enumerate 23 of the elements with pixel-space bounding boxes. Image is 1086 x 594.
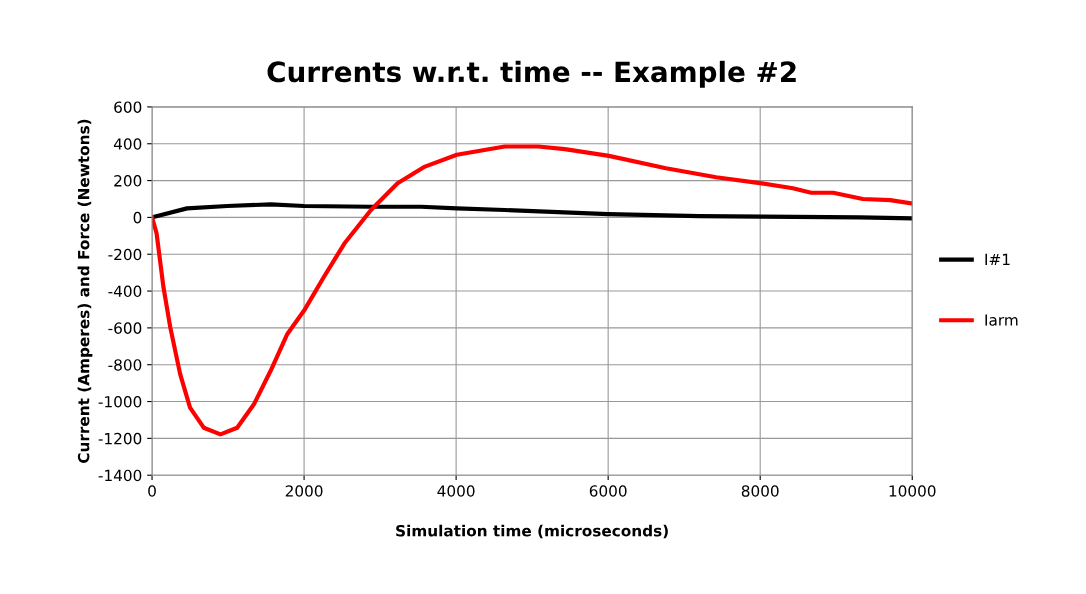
x-tick-label: 6000 — [589, 485, 627, 497]
x-tick-label: 0 — [148, 485, 156, 497]
y-tick-label: 200 — [114, 175, 142, 187]
x-tick-label: 4000 — [437, 485, 475, 497]
y-tick-label: -800 — [108, 359, 142, 371]
y-tick-label: -1000 — [98, 396, 142, 408]
x-tick-label: 2000 — [285, 485, 323, 497]
y-tick-label: 600 — [114, 101, 142, 113]
legend-label: I#1 — [985, 253, 1010, 265]
y-tick-label: -600 — [108, 322, 142, 334]
x-tick-label: 10000 — [889, 485, 936, 497]
y-tick-label: -200 — [108, 248, 142, 261]
y-tick-label: -1400 — [98, 469, 142, 482]
y-tick-label: -1200 — [98, 432, 142, 445]
x-axis-title: Simulation time (microseconds) — [396, 524, 668, 539]
line-series — [152, 144, 913, 437]
y-tick-label: -400 — [108, 285, 142, 298]
y-tick-label: 0 — [133, 211, 142, 224]
chart-title: Currents w.r.t. time -- Example #2 — [267, 60, 796, 88]
y-axis-title: Current (Amperes) and Force (Newtons) — [77, 119, 93, 463]
y-tick-label: 400 — [113, 138, 142, 150]
x-tick-label: 8000 — [741, 485, 779, 497]
legend-label: Iarm — [985, 314, 1018, 326]
